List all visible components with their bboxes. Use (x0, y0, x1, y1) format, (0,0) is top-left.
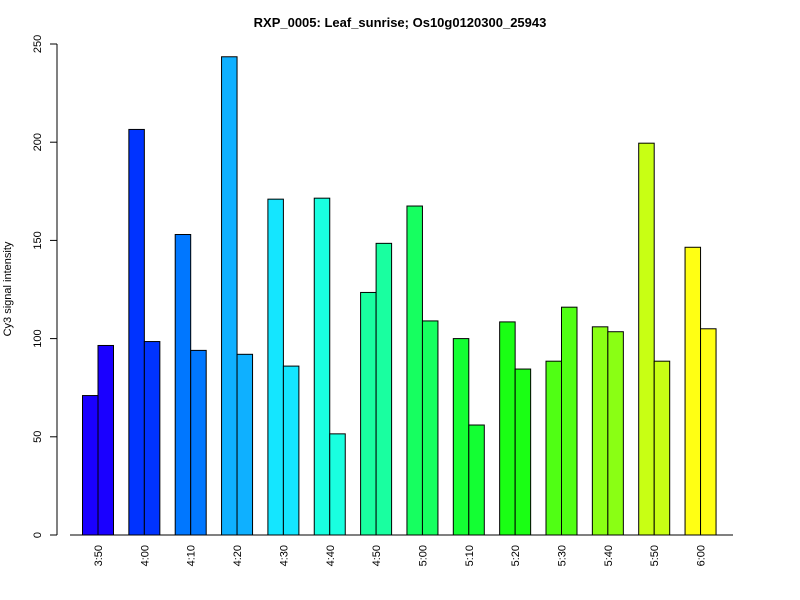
x-tick-label: 5:10 (464, 545, 476, 566)
bar-410-1 (174, 234, 192, 536)
bar-550-1 (638, 142, 655, 536)
y-tick-label: 50 (32, 431, 44, 443)
bar-500-1 (406, 205, 423, 536)
chart-title: RXP_0005: Leaf_sunrise; Os10g0120300_259… (254, 15, 547, 30)
y-axis-label: Cy3 signal intensity (2, 241, 14, 336)
x-tick-label: 5:30 (557, 545, 569, 566)
bar-400-2 (143, 341, 161, 536)
x-tick-label: 4:10 (186, 545, 198, 566)
x-tick-label: 4:30 (278, 545, 290, 566)
y-tick-label: 200 (32, 133, 44, 151)
x-tick-label: 4:40 (325, 545, 337, 566)
x-tick-label: 4:20 (232, 545, 244, 566)
bar-410-2 (190, 349, 207, 536)
bars-group (82, 56, 717, 536)
bar-420-2 (236, 353, 254, 536)
bar-600-2 (700, 328, 717, 536)
x-tick-label: 5:40 (603, 545, 615, 566)
bar-540-2 (607, 331, 624, 536)
bar-550-2 (653, 360, 671, 536)
x-tick-label: 5:00 (417, 545, 429, 566)
bar-600-1 (684, 246, 702, 536)
x-tick-label: 5:20 (510, 545, 522, 566)
y-tick-label: 250 (32, 35, 44, 53)
x-tick-label: 4:50 (371, 545, 383, 566)
x-tick-label: 5:50 (649, 545, 661, 566)
bar-420-1 (221, 56, 238, 536)
x-tick-label: 4:00 (139, 545, 151, 566)
y-tick-label: 100 (32, 329, 44, 347)
bar-440-2 (329, 433, 346, 536)
y-axis-ticks: 0 50 100 150 200 250 (32, 35, 57, 538)
bar-450-2 (375, 242, 393, 536)
y-tick-label: 150 (32, 231, 44, 249)
bar-500-2 (421, 320, 439, 536)
bar-540-1 (591, 326, 609, 536)
bar-530-1 (545, 360, 562, 536)
y-tick-label: 0 (32, 532, 44, 538)
bar-430-2 (282, 365, 300, 536)
bar-400-1 (128, 128, 145, 536)
x-tick-label: 6:00 (696, 545, 708, 566)
bar-520-2 (514, 368, 532, 536)
bar-440-1 (313, 197, 331, 536)
bar-510-1 (452, 338, 470, 536)
x-axis-tick-labels: 3:50 4:00 4:10 4:20 4:30 4:40 4:50 5:00 5:10 5:20… (93, 545, 708, 566)
bar-350-1 (82, 395, 99, 536)
bar-350-2 (97, 344, 114, 536)
bar-430-1 (267, 198, 284, 536)
bar-510-2 (468, 424, 485, 536)
bar-520-1 (499, 321, 516, 536)
x-tick-label: 3:50 (93, 545, 105, 566)
bar-450-1 (360, 291, 377, 536)
bar-530-2 (561, 306, 578, 536)
